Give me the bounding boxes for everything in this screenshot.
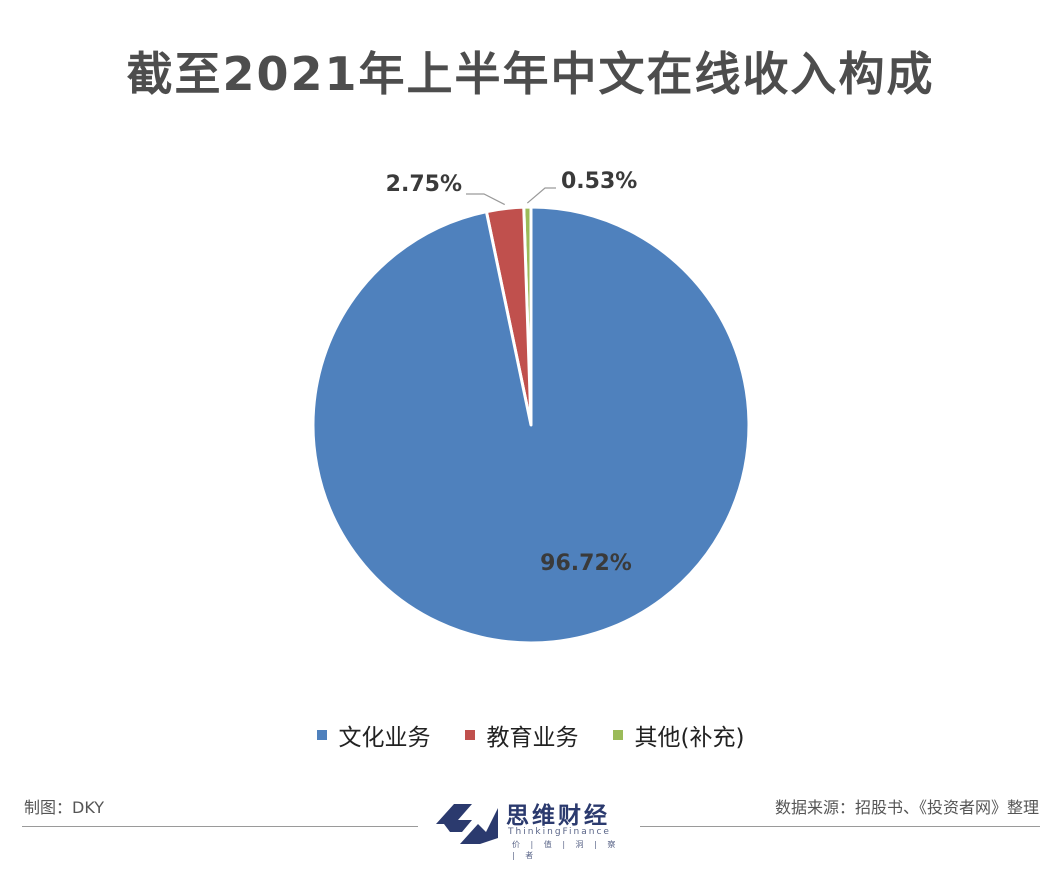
legend-swatch: [612, 730, 623, 740]
legend-item: 文化业务: [316, 718, 431, 752]
legend-swatch: [316, 730, 327, 740]
brand-slogan: 价 | 值 | 洞 | 察 | 者: [512, 840, 620, 860]
footer-divider-left: [22, 826, 418, 827]
brand-name: 思维财经: [506, 803, 610, 829]
legend-item: 其他(补充): [612, 718, 745, 752]
legend: 文化业务 教育业务 其他(补充): [0, 718, 1061, 752]
pie-chart: 96.72% 2.75% 0.53%: [311, 169, 751, 645]
chart-credit: 制图：DKY: [24, 798, 105, 817]
brand-logo-icon: [436, 804, 498, 844]
legend-label: 教育业务: [486, 725, 579, 751]
legend-label: 其他(补充): [634, 725, 745, 751]
slice-culture: [311, 205, 751, 645]
footer-divider-right: [640, 826, 1040, 827]
legend-item: 教育业务: [464, 718, 579, 752]
data-label-other: 0.53%: [561, 169, 637, 194]
brand-english-name: ThinkingFinance: [508, 827, 611, 837]
data-label-culture: 96.72%: [540, 551, 632, 576]
leader-line-education: [466, 193, 506, 206]
data-source: 数据来源：招股书、《投资者网》整理: [774, 798, 1039, 817]
data-label-education: 2.75%: [386, 172, 462, 197]
leader-line-other: [526, 187, 556, 204]
legend-swatch: [464, 730, 475, 740]
chart-title: 截至2021年上半年中文在线收入构成: [126, 47, 935, 101]
legend-label: 文化业务: [338, 725, 431, 751]
brand-block: 思维财经 ThinkingFinance 价 | 值 | 洞 | 察 | 者: [432, 796, 632, 860]
